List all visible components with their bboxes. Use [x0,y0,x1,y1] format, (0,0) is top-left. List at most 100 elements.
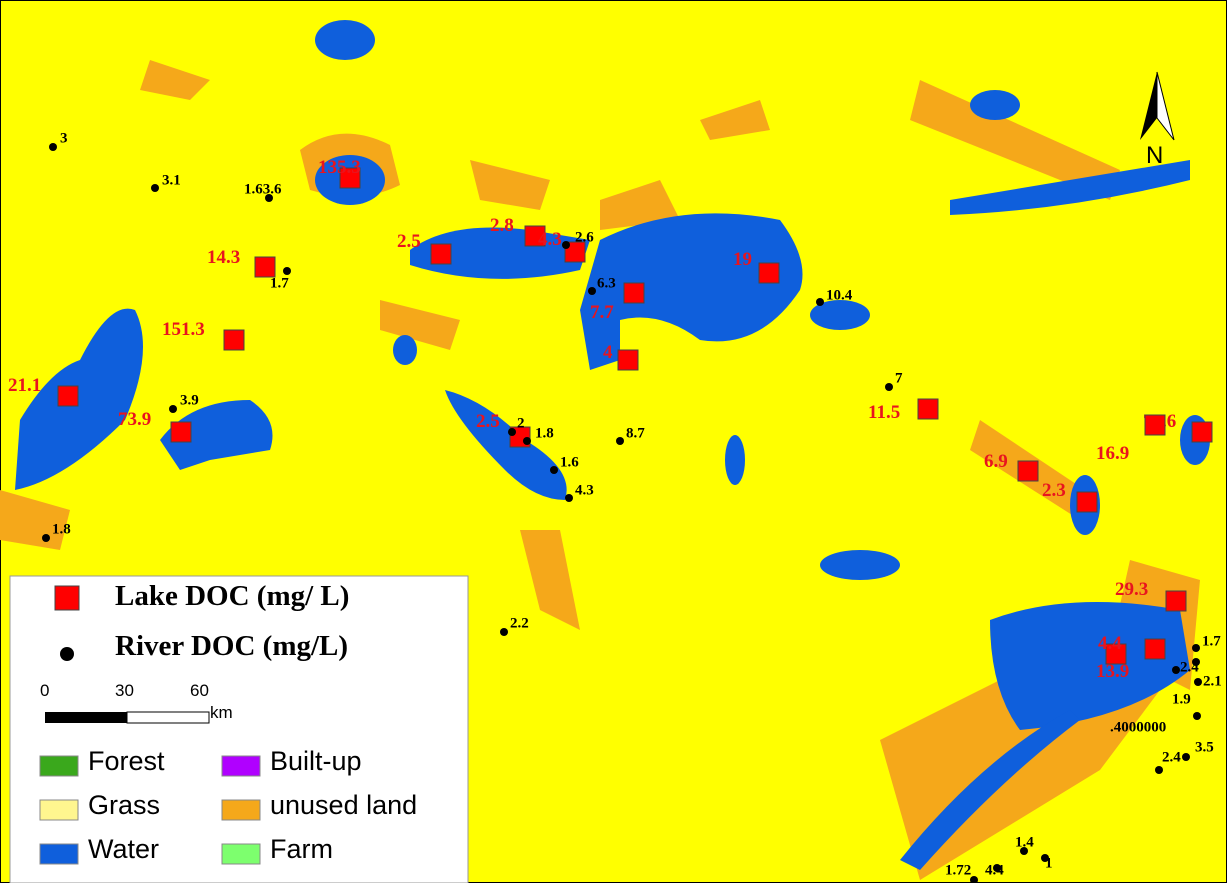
lake-doc-label: 4.3 [538,229,562,250]
river-marker [1182,753,1190,761]
river-doc-label: 1.7 [1202,634,1221,650]
class-label: Water [88,834,159,864]
river-doc-label: 8.7 [626,426,645,442]
lake-doc-label: 2.8 [490,215,514,236]
legend-river-symbol [60,647,74,661]
river-doc-label: 1.6 [560,455,579,471]
river-doc-label: .4000000 [1110,720,1166,736]
river-doc-label: 2.6 [575,230,594,246]
river-marker [42,534,50,542]
lake-marker [624,283,644,303]
river-marker [500,628,508,636]
river-doc-label: 6.3 [597,276,616,292]
lake-doc-label: 2.5 [397,231,421,252]
river-marker [1172,666,1180,674]
river-marker [49,143,57,151]
lake-marker [1145,639,1165,659]
lake-marker [431,244,451,264]
river-doc-label: 3.9 [180,393,199,409]
river-doc-label: 1.9 [1172,692,1191,708]
lake-doc-label: 16.9 [1096,443,1129,464]
river-marker [885,383,893,391]
river-doc-label: 1.7 [270,276,289,292]
lake-marker [1192,422,1212,442]
lake-marker [1166,591,1186,611]
river-doc-label: 3 [60,131,68,147]
river-doc-label: 7 [895,371,903,387]
river-marker [1155,766,1163,774]
river-marker [1194,678,1202,686]
lake-doc-label: 29.3 [1115,579,1148,600]
class-swatch [40,844,78,864]
river-marker [169,405,177,413]
class-label: Forest [88,746,165,776]
river-marker [550,466,558,474]
river-marker [151,184,159,192]
lake-marker [171,422,191,442]
river-doc-label: 3.5 [1195,740,1214,756]
lake-doc-label: 2.5 [476,411,500,432]
river-marker [1192,658,1200,666]
river-marker [523,437,531,445]
river-marker [283,267,291,275]
river-doc-label: 1 [1045,856,1053,872]
class-swatch [40,800,78,820]
river-doc-label: 4.4 [985,863,1004,879]
legend-lake: Lake DOC (mg/ L) [115,580,349,612]
class-swatch [222,844,260,864]
river-doc-label: 1.8 [535,426,554,442]
lake-doc-label: 4.4 [1098,633,1122,654]
class-label: unused land [270,790,417,820]
river-doc-label: 1.63.6 [244,182,282,198]
river-doc-label: 4.3 [575,483,594,499]
lake-marker [255,257,275,277]
lake-doc-label: 7.7 [590,302,614,323]
lake-marker [224,330,244,350]
legend-box [10,576,468,883]
river-marker [816,298,824,306]
lake-marker [1018,461,1038,481]
river-doc-label: 10.4 [826,288,853,304]
lake-marker [1145,415,1165,435]
north-label: N [1146,142,1163,169]
lake-doc-label: 21.1 [8,375,41,396]
lake-doc-label: 14.3 [207,247,240,268]
lake-doc-label: 19 [733,249,752,270]
lake-marker [1077,492,1097,512]
class-label: Grass [88,790,160,820]
class-swatch [222,800,260,820]
river-doc-label: 2.2 [510,616,529,632]
river-marker [565,494,573,502]
river-doc-label: 1.4 [1015,835,1034,851]
river-doc-label: 2 [517,416,525,432]
river-doc-label: 1.72 [945,863,971,879]
legend: Lake DOC (mg/ L) River DOC (mg/L) 0 30 6… [10,576,468,883]
lake-marker [58,386,78,406]
lake-doc-label: 135.3 [318,157,361,178]
river-doc-label: 3.1 [162,173,181,189]
river-marker [588,287,596,295]
scale-bar [127,712,209,723]
river-marker [1192,644,1200,652]
lake-doc-label: 13.9 [1096,661,1129,682]
map: N 135.32.84.32.514.319151.37.7421.173.92… [0,0,1227,883]
river-doc-label: 1.8 [52,522,71,538]
river-doc-label: 2.4 [1162,750,1181,766]
class-swatch [222,756,260,776]
lake-doc-label: 6.9 [984,451,1008,472]
lake-marker [759,263,779,283]
lake-doc-label: 151.3 [162,319,205,340]
lake-doc-label: 73.9 [118,409,151,430]
legend-lake-symbol [55,586,79,610]
river-marker [508,428,516,436]
river-marker [616,437,624,445]
scale-tick: 0 [40,681,49,700]
lake-doc-label: 11.5 [868,402,900,423]
lake-marker [618,350,638,370]
river-doc-label: 2.1 [1203,674,1222,690]
scale-unit: km [210,703,233,722]
lake-marker [918,399,938,419]
scale-tick: 30 [115,681,134,700]
class-swatch [40,756,78,776]
scale-tick: 60 [190,681,209,700]
